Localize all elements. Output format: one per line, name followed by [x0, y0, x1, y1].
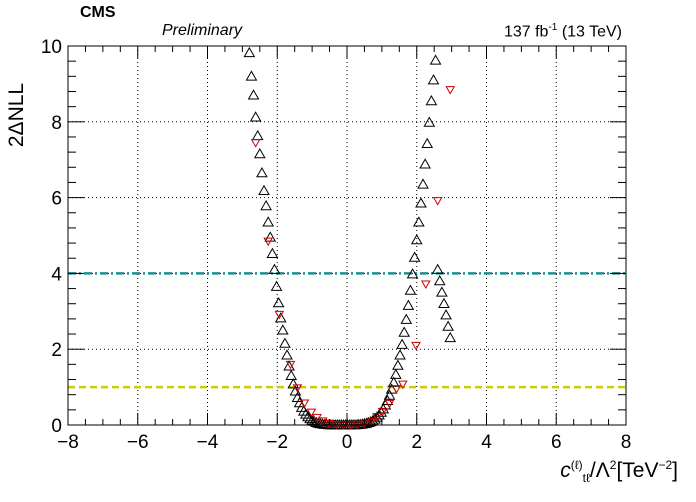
triangle-down-marker: [372, 413, 382, 422]
triangle-up-marker: [243, 46, 256, 58]
triangle-up-marker: [281, 349, 293, 360]
triangle-up-marker: [442, 320, 454, 331]
triangle-up-marker: [400, 313, 413, 324]
lumi-value: 137 fb: [503, 23, 549, 41]
triangle-up-marker: [251, 129, 264, 141]
triangle-up-marker: [260, 199, 272, 211]
triangle-up-marker: [362, 416, 375, 427]
triangle-up-marker: [410, 234, 423, 245]
triangle-up-marker: [383, 389, 396, 400]
triangle-up-marker: [415, 197, 427, 208]
triangle-up-marker: [247, 89, 260, 100]
triangle-down-marker: [420, 280, 431, 290]
x-tick-label: 6: [551, 432, 562, 453]
lumi-exponent: -1: [548, 22, 558, 33]
triangle-up-marker: [433, 274, 446, 286]
y-tick-label: 6: [51, 189, 62, 210]
triangle-up-marker: [299, 408, 312, 419]
triangle-up-marker: [268, 263, 281, 274]
triangle-up-marker: [245, 70, 258, 81]
triangle-up-marker: [264, 231, 277, 242]
triangle-down-marker: [317, 417, 328, 426]
y-tick-label: 10: [41, 37, 62, 58]
x-tick-label: 8: [621, 432, 632, 453]
y-tick-label: 4: [51, 264, 62, 285]
triangle-up-marker: [253, 148, 266, 159]
data-points: [243, 46, 457, 431]
y-tick-label: 0: [51, 416, 62, 437]
triangle-down-marker: [250, 139, 261, 148]
triangle-up-marker: [412, 216, 425, 227]
triangle-up-marker: [249, 111, 262, 122]
x-tick-label: 2: [411, 432, 422, 453]
triangle-up-marker: [402, 299, 415, 310]
triangle-up-marker: [266, 247, 279, 258]
triangle-up-marker: [440, 309, 452, 320]
triangle-down-marker: [377, 407, 388, 417]
triangle-down-marker: [306, 408, 317, 418]
x-axis-label: c(ℓ)tℓ/Λ2[TeV−2]: [560, 458, 678, 486]
axis-ticks: −8 −6 −4 −2 0 2 4 6 8 0 2 4 6 8 10: [41, 37, 631, 453]
reference-lines: [68, 272, 626, 389]
x-tick-label: −8: [57, 432, 79, 453]
triangle-up-marker: [394, 349, 406, 360]
triangle-up-marker: [272, 296, 285, 308]
triangle-down-marker: [445, 86, 456, 95]
x-tick-label: 4: [481, 432, 492, 453]
triangle-up-marker: [279, 337, 291, 348]
triangle-up-marker: [396, 338, 408, 349]
triangle-down-marker: [285, 360, 296, 370]
triangle-down-marker: [263, 237, 274, 247]
triangle-up-marker: [429, 54, 442, 65]
triangle-up-marker: [423, 116, 436, 127]
x-tick-label: −4: [197, 432, 219, 453]
triangle-up-marker: [262, 216, 275, 227]
triangle-up-marker: [302, 411, 314, 422]
x-tick-label: −6: [127, 432, 149, 453]
triangle-down-marker: [391, 385, 402, 394]
triangle-up-marker: [270, 280, 283, 291]
luminosity-label: 137 fb-1 (13 TeV): [504, 22, 622, 41]
triangle-up-marker: [438, 297, 450, 308]
triangle-up-marker: [404, 284, 417, 295]
triangle-up-marker: [258, 184, 270, 196]
triangle-up-marker: [427, 74, 440, 85]
triangle-up-marker: [285, 369, 298, 380]
triangle-down-marker: [274, 310, 285, 320]
triangle-up-marker: [435, 286, 448, 297]
y-tick-label: 2: [51, 340, 62, 361]
triangle-down-marker: [432, 197, 443, 206]
triangle-up-marker: [256, 166, 268, 178]
triangle-down-marker: [384, 399, 395, 409]
triangle-up-marker: [421, 137, 434, 149]
triangle-up-marker: [417, 178, 429, 189]
triangle-up-marker: [431, 263, 444, 274]
triangle-up-marker: [304, 412, 316, 424]
triangle-up-marker: [389, 368, 402, 379]
triangle-down-marker: [299, 399, 310, 409]
experiment-label: CMS: [80, 4, 116, 21]
triangle-up-marker: [392, 359, 404, 370]
x-tick-label: 0: [342, 432, 353, 453]
y-tick-label: 8: [51, 113, 62, 134]
x-tick-label: −2: [266, 432, 288, 453]
triangle-up-marker: [276, 324, 289, 335]
triangle-up-marker: [287, 378, 300, 389]
triangle-down-marker: [397, 380, 408, 390]
status-label: Preliminary: [162, 22, 243, 39]
triangle-up-marker: [274, 312, 287, 323]
triangle-up-marker: [398, 326, 411, 337]
triangle-up-marker: [406, 268, 419, 279]
triangle-up-marker: [444, 331, 457, 343]
triangle-up-marker: [425, 94, 438, 106]
triangle-down-marker: [411, 341, 421, 351]
grid: [68, 46, 626, 425]
triangle-up-marker: [419, 158, 431, 169]
triangle-up-marker: [387, 376, 400, 387]
triangle-down-marker: [366, 417, 377, 427]
energy-label: (13 TeV): [561, 23, 622, 41]
triangle-down-marker: [292, 384, 303, 393]
triangle-up-marker: [408, 251, 421, 262]
